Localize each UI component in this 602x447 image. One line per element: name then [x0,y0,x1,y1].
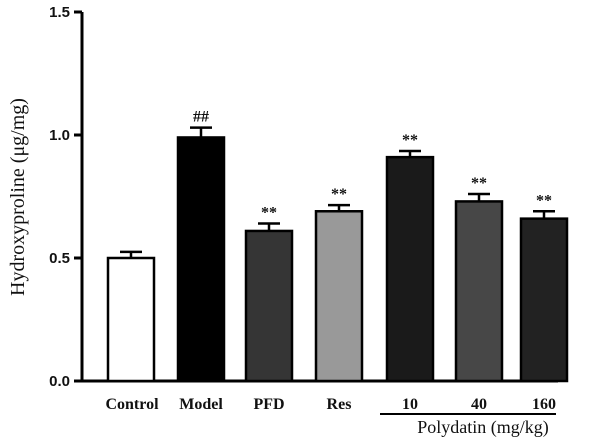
y-tick-label: 0.0 [49,373,70,390]
bars [106,126,569,383]
x-tick-label: 160 [532,396,556,413]
x-tick-label: PFD [253,396,284,413]
x-tick-label: Control [105,396,159,413]
bar-PFD [244,229,294,383]
y-axis-label: Hydroxyproline (μg/mg) [7,98,29,296]
significance-label: ** [402,132,418,149]
y-tick-label: 0.5 [49,250,70,267]
y-tick-label: 1.5 [49,4,70,21]
x-tick-label: 10 [402,396,418,413]
group-label: Polydatin (mg/kg) [417,417,549,438]
significance-label: ** [261,205,277,222]
y-tick-label: 1.0 [49,127,70,144]
significance-label: ** [331,186,347,203]
labels: 0.0 0.5 1.0 1.5 Control ## Model ** PFD ** Res ** 10… [49,4,556,413]
bar-10 [385,155,435,383]
bar-Control [106,256,156,383]
bar-Model [176,136,226,383]
bar-Res [314,210,364,383]
bar-40 [454,200,504,383]
bar-160 [519,217,569,383]
x-tick-label: 40 [471,396,487,413]
significance-label: ## [193,109,209,126]
x-tick-label: Res [327,396,352,413]
significance-label: ** [471,175,487,192]
x-tick-label: Model [179,396,223,413]
significance-label: ** [536,192,552,209]
